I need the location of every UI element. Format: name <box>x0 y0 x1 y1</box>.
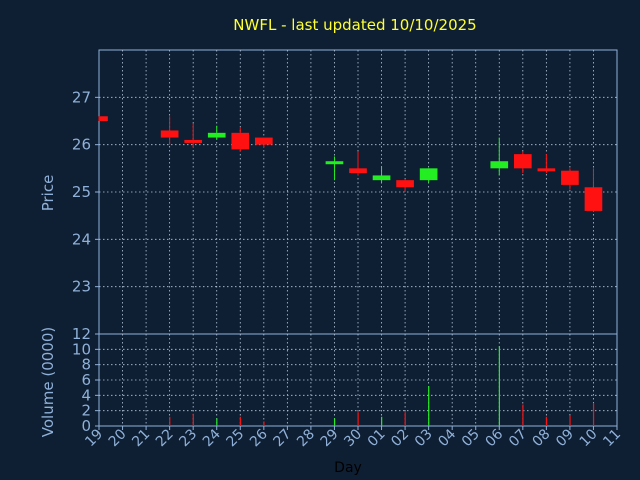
x-axis-label: Day <box>334 460 362 476</box>
candle-body <box>396 180 414 188</box>
price-tick-label: 26 <box>72 136 91 154</box>
price-panel: 23 24 25 26 27 <box>72 49 618 335</box>
volume-bar <box>216 418 218 426</box>
volume-bar <box>169 416 171 426</box>
volume-bar <box>404 412 406 426</box>
candle-body <box>513 154 532 169</box>
price-tick-label: 25 <box>72 183 91 201</box>
candle-body <box>349 168 367 174</box>
candle-body <box>490 161 509 169</box>
volume-tick-label: 10 <box>72 340 91 358</box>
volume-bar <box>545 416 548 426</box>
candle-body <box>184 139 203 143</box>
volume-bar <box>498 346 500 426</box>
volume-tick-label: 6 <box>81 371 91 389</box>
volume-bar <box>592 403 595 426</box>
volume-bar <box>192 413 194 426</box>
volume-axis-label: Volume (0000) <box>39 327 57 437</box>
candle-body <box>561 170 579 185</box>
volume-tick-label: 2 <box>81 402 91 420</box>
x-tick-labels: 19 20 21 22 23 24 25 26 27 28 29 30 01 02 03 04 05 06 07 08… <box>82 426 624 450</box>
volume-tick-label: 12 <box>72 325 91 343</box>
volume-bar <box>239 416 241 426</box>
volume-bar <box>263 421 265 426</box>
candle-body <box>325 161 344 165</box>
volume-tick-label: 4 <box>81 386 91 404</box>
candle-body <box>254 137 273 145</box>
candle-body <box>99 116 108 121</box>
volume-bar <box>522 404 524 426</box>
volume-bar <box>569 415 571 426</box>
candle-body <box>160 130 179 138</box>
volume-tick-label: 0 <box>81 417 91 435</box>
volume-bar <box>428 386 430 426</box>
volume-tick-label: 8 <box>81 356 91 374</box>
price-tick-label: 23 <box>72 278 91 296</box>
price-tick-label: 24 <box>72 230 91 248</box>
candle-body <box>231 132 250 150</box>
price-axis-label: Price <box>39 175 57 212</box>
candle-body <box>584 187 603 211</box>
candle-body <box>372 175 391 181</box>
chart-title: NWFL - last updated 10/10/2025 <box>233 16 476 34</box>
volume-bar <box>381 416 383 426</box>
volume-bar <box>333 418 336 426</box>
candle-body <box>537 168 556 172</box>
volume-bar <box>357 412 359 426</box>
candle-body <box>207 132 226 138</box>
candle-body <box>419 168 438 181</box>
price-tick-label: 27 <box>72 88 91 106</box>
